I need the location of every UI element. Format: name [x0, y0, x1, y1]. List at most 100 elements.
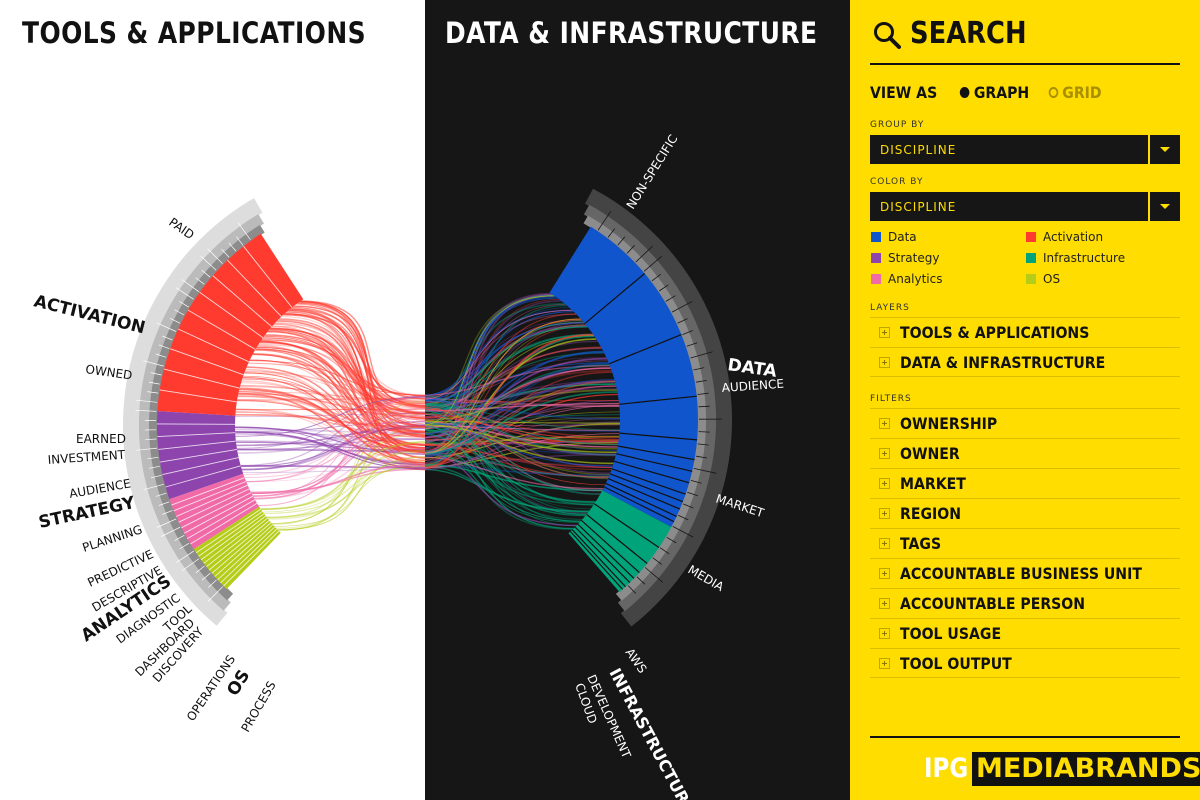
color-by-select[interactable]: DISCIPLINE	[870, 192, 1180, 221]
expand-icon[interactable]	[879, 327, 890, 338]
hierarchy-tick	[145, 438, 157, 441]
grid-radio[interactable]	[1048, 87, 1058, 98]
hierarchy-tick	[143, 360, 164, 367]
hierarchy-tick	[607, 228, 616, 238]
connection-ribbon	[246, 407, 425, 483]
expand-icon[interactable]	[879, 418, 890, 429]
sidebar	[850, 0, 1200, 800]
connection-ribbon	[425, 419, 606, 486]
hierarchy-tick	[208, 579, 217, 588]
connection-ribbon	[425, 318, 581, 454]
hierarchy-tick	[174, 309, 185, 316]
connection-ribbon	[425, 398, 620, 407]
segment-divider	[594, 503, 660, 548]
connection-ribbon	[238, 392, 425, 418]
legend-swatch	[1026, 232, 1036, 242]
hierarchy-tick	[672, 526, 694, 538]
expand-icon[interactable]	[879, 658, 890, 669]
expand-icon[interactable]	[879, 598, 890, 609]
filter-item-region[interactable]: REGION	[870, 498, 1180, 528]
connection-ribbon	[263, 335, 425, 414]
filter-item-ownership[interactable]: OWNERSHIP	[870, 408, 1180, 438]
connection-ribbon	[289, 308, 425, 397]
segment-data[interactable]	[549, 226, 698, 527]
connection-ribbon	[425, 381, 616, 418]
segment-divider	[187, 499, 256, 539]
connection-ribbon	[425, 322, 585, 448]
chevron-down-icon[interactable]	[1148, 192, 1180, 221]
legend-item-data: Data	[871, 230, 917, 244]
hierarchy-tick	[697, 392, 709, 395]
connection-ribbon	[243, 375, 425, 446]
graph-radio[interactable]	[959, 87, 970, 98]
segment-activation[interactable]	[157, 233, 304, 416]
legend-swatch	[871, 253, 881, 263]
connection-ribbon	[277, 456, 425, 531]
expand-icon[interactable]	[879, 568, 890, 579]
filter-item-tool-output[interactable]: TOOL OUTPUT	[870, 648, 1180, 678]
connection-ribbon	[425, 402, 620, 412]
expand-icon[interactable]	[879, 357, 890, 368]
connection-ribbon	[425, 364, 610, 434]
layer-item-data-infrastructure[interactable]: DATA & INFRASTRUCTURE	[870, 347, 1180, 377]
expand-icon[interactable]	[879, 628, 890, 639]
hierarchy-tick	[175, 287, 194, 300]
expand-icon[interactable]	[879, 538, 890, 549]
layer-item-tools-applications[interactable]: TOOLS & APPLICATIONS	[870, 317, 1180, 347]
hierarchy-tick	[635, 245, 653, 263]
segment-divider	[603, 486, 675, 523]
connection-ribbon	[235, 408, 425, 452]
connection-ribbon	[242, 376, 425, 464]
ipg-mediabrands-logo[interactable]: IPG MEDIABRANDS	[924, 752, 1200, 786]
legend-label: Analytics	[888, 272, 943, 286]
legend-swatch	[1026, 274, 1036, 284]
filter-item-accountable-business-unit[interactable]: ACCOUNTABLE BUSINESS UNIT	[870, 558, 1180, 588]
expand-icon[interactable]	[879, 478, 890, 489]
segment-divider	[614, 460, 690, 484]
connection-ribbon	[425, 452, 594, 506]
data-infrastructure-graph[interactable]: NON-SPECIFICDATAAUDIENCEMARKETMEDIAAWSIN…	[425, 0, 850, 800]
connection-ribbon	[235, 431, 425, 440]
segment-os[interactable]	[193, 506, 281, 589]
legend-item-os: OS	[1026, 272, 1060, 286]
filter-item-tool-usage[interactable]: TOOL USAGE	[870, 618, 1180, 648]
filter-item-market[interactable]: MARKET	[870, 468, 1180, 498]
tools-applications-graph[interactable]: PAIDACTIVATIONOWNEDEARNEDINVESTMENTAUDIE…	[0, 0, 425, 800]
segment-divider	[212, 275, 272, 328]
hierarchy-tick	[698, 405, 710, 408]
segment-divider	[171, 477, 245, 506]
segment-divider	[217, 526, 276, 581]
connection-ribbon	[425, 468, 590, 512]
connection-ribbon	[425, 357, 607, 439]
hierarchy-tick	[690, 480, 702, 484]
segment-divider	[163, 368, 240, 389]
connection-ribbon	[425, 389, 618, 422]
segment-divider	[611, 468, 686, 495]
filter-item-tags[interactable]: TAGS	[870, 528, 1180, 558]
filter-item-owner[interactable]: OWNER	[870, 438, 1180, 468]
segment-divider	[227, 259, 282, 317]
connection-ribbon	[256, 347, 425, 415]
color-by-value: DISCIPLINE	[880, 200, 957, 214]
expand-icon[interactable]	[879, 508, 890, 519]
connection-ribbon	[425, 362, 609, 458]
group-by-select[interactable]: DISCIPLINE	[870, 135, 1180, 164]
connection-ribbon	[425, 463, 603, 492]
hierarchy-tick	[237, 222, 251, 240]
view-option-graph[interactable]: GRAPH	[973, 83, 1030, 102]
search-title[interactable]: SEARCH	[910, 16, 1027, 51]
data-infrastructure-panel: DATA & INFRASTRUCTURE NON-SPECIFIC DATA AU…	[425, 0, 850, 800]
connection-ribbon	[425, 338, 597, 455]
search-icon[interactable]	[872, 20, 902, 50]
connection-ribbon	[425, 399, 617, 452]
legend-swatch	[871, 274, 881, 284]
subgroup-label: EARNED	[76, 432, 126, 446]
connection-ribbon	[235, 413, 425, 428]
view-option-grid[interactable]: GRID	[1062, 83, 1102, 102]
filter-item-accountable-person[interactable]: ACCOUNTABLE PERSON	[870, 588, 1180, 618]
chevron-down-icon[interactable]	[1148, 135, 1180, 164]
hierarchy-tick	[697, 443, 709, 446]
connection-ribbon	[235, 411, 425, 438]
hierarchy-tick	[665, 295, 676, 302]
expand-icon[interactable]	[879, 448, 890, 459]
